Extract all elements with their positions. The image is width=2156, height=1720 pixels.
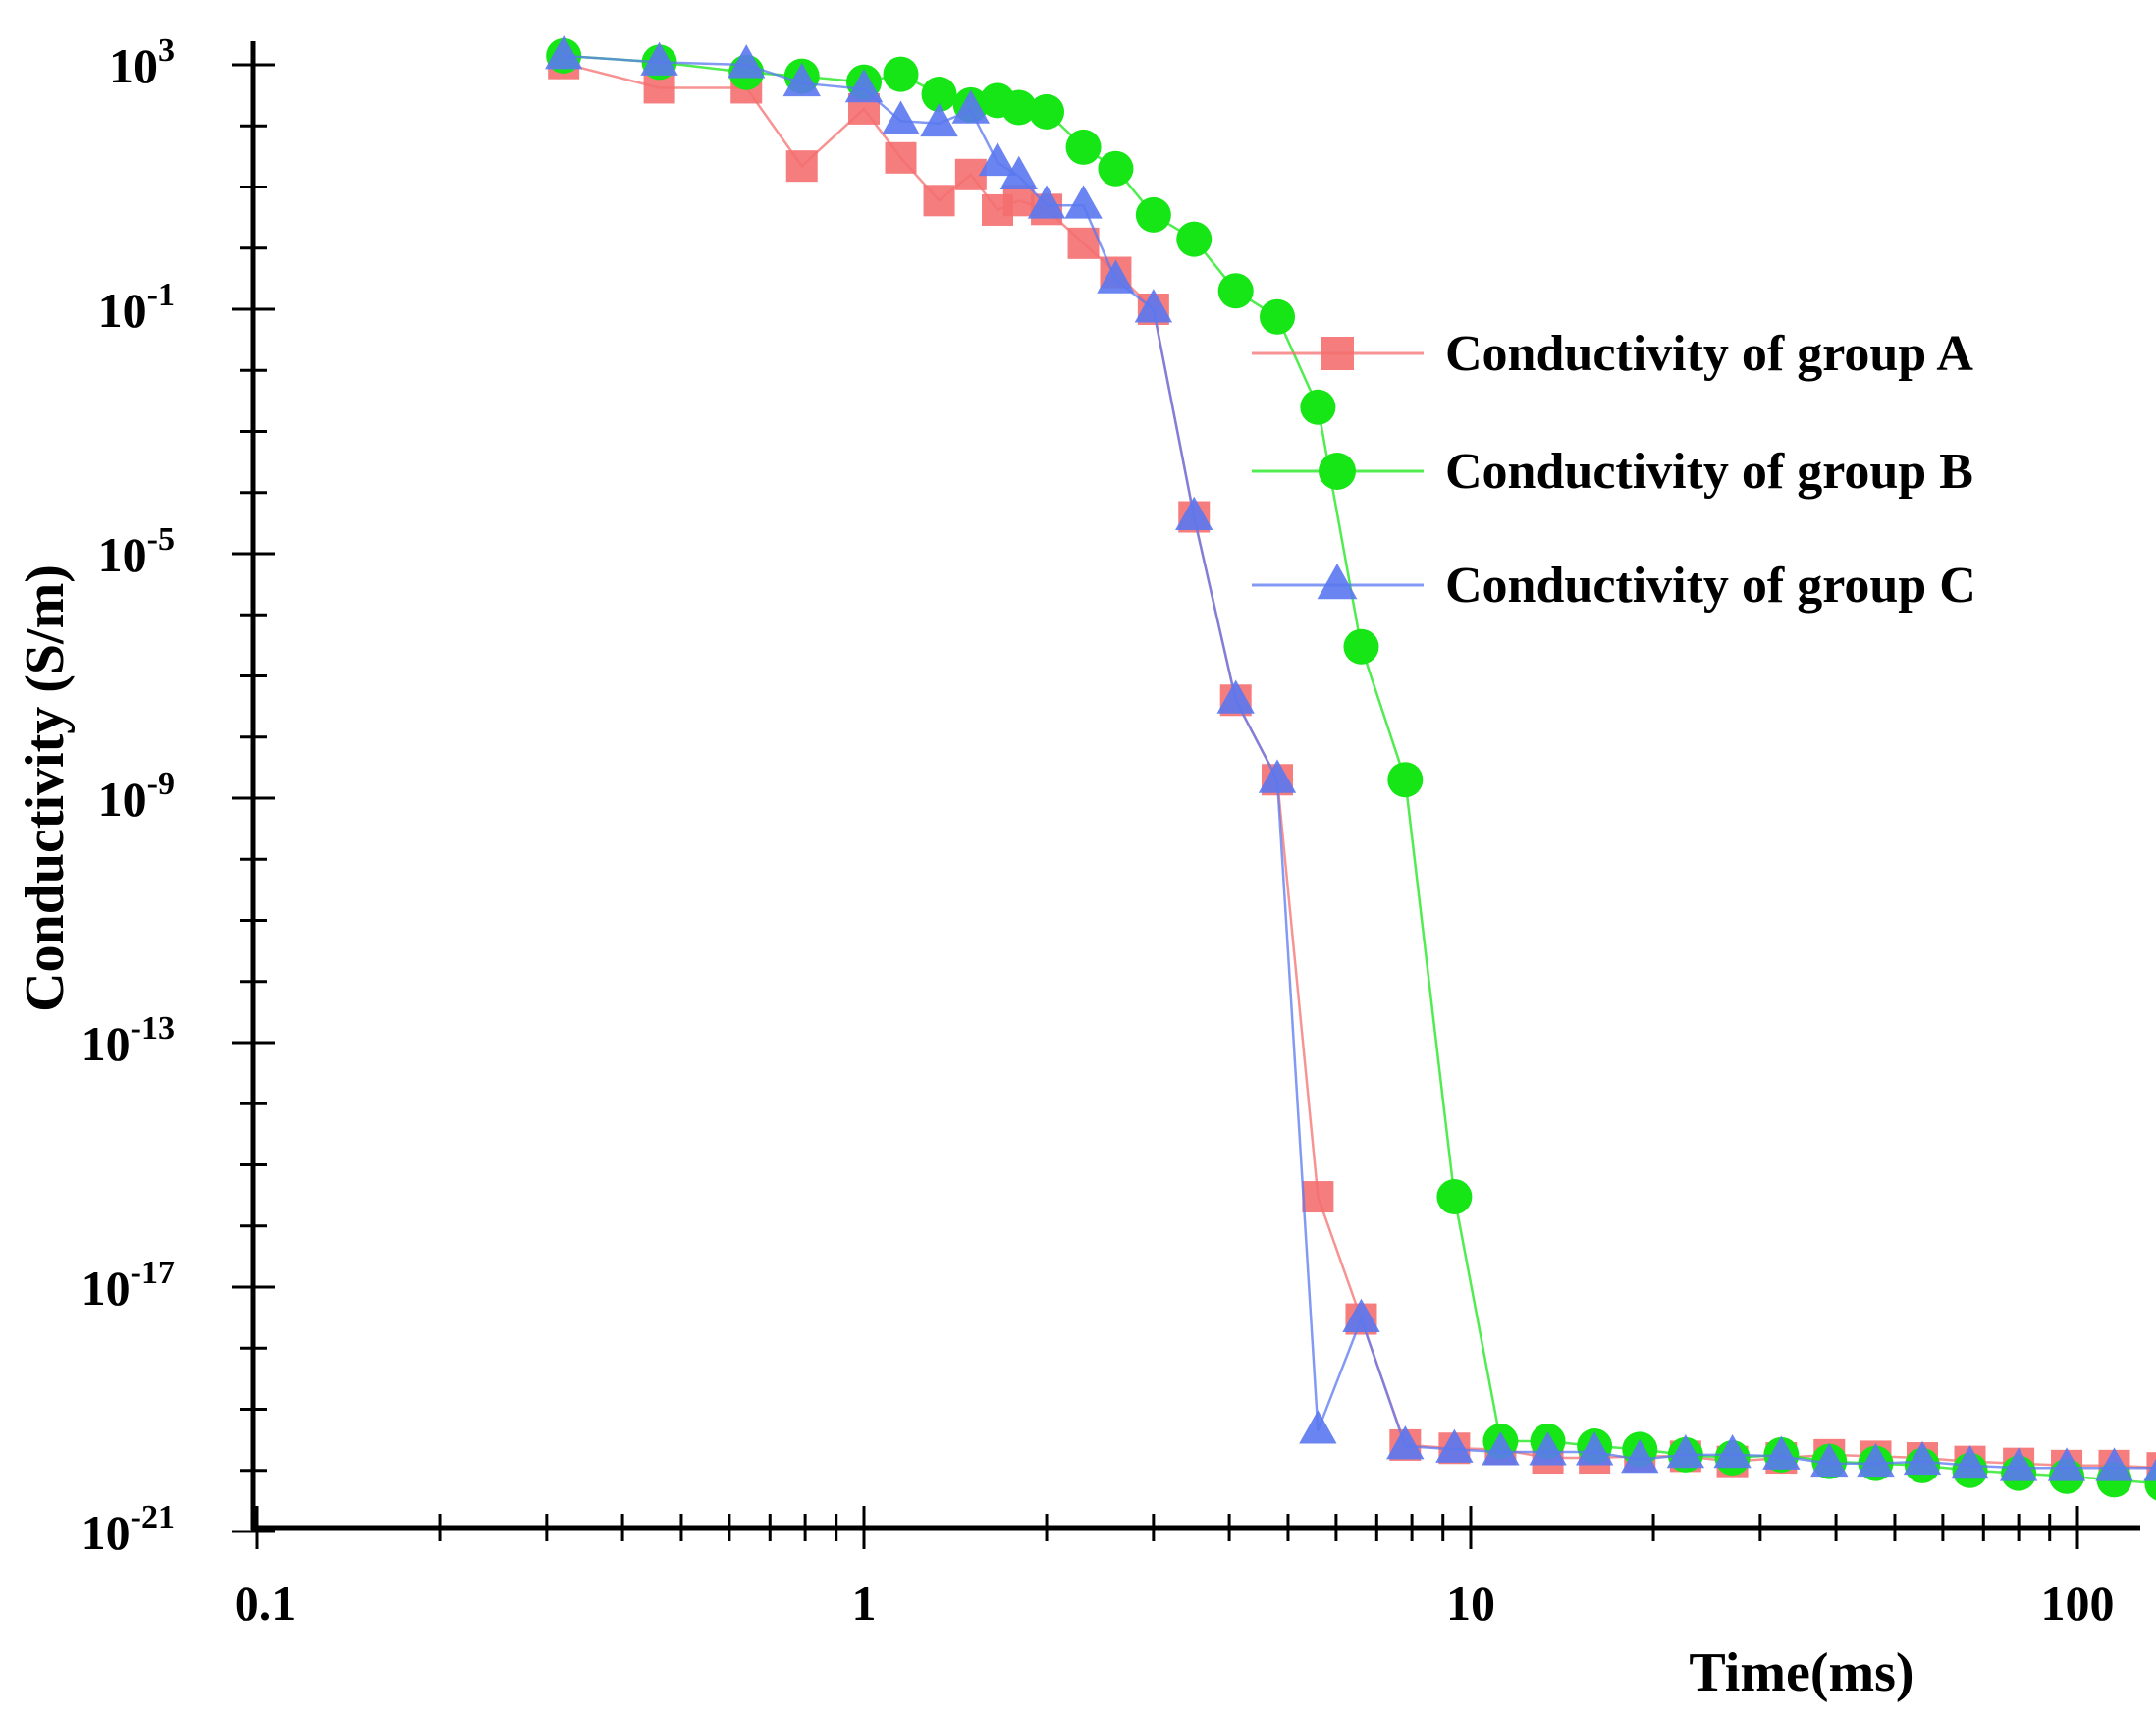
data-point [1666, 1434, 1705, 1469]
y-tick-label: 10-21 [81, 1499, 175, 1560]
legend-label: Conductivity of group B [1445, 444, 1973, 500]
data-point [1300, 389, 1336, 425]
data-point [1482, 1431, 1520, 1466]
data-point [978, 141, 1017, 177]
data-point [1903, 1440, 1942, 1476]
data-point [923, 185, 955, 217]
data-point [1387, 762, 1424, 798]
y-tick-label: 10-17 [81, 1255, 175, 1316]
y-tick-label: 10-1 [98, 277, 175, 338]
data-point [1002, 185, 1035, 217]
series-layer [544, 35, 2156, 1501]
x-tick-label: 1 [852, 1576, 877, 1631]
data-point [1065, 129, 1102, 165]
series-c [544, 35, 2156, 1481]
data-point [885, 141, 917, 174]
data-point [1175, 496, 1213, 530]
data-point [785, 150, 818, 183]
data-point [1097, 259, 1135, 294]
data-point [1216, 679, 1255, 714]
y-tick-label: 103 [109, 32, 175, 93]
data-point [1098, 150, 1134, 187]
x-axis-label: Time(ms) [1689, 1642, 1913, 1703]
y-tick-exponent: -21 [131, 1499, 175, 1535]
legend-item-a: Conductivity of group A [1252, 326, 1973, 382]
data-point [1134, 289, 1173, 323]
data-point [2047, 1447, 2086, 1481]
series-a [548, 47, 2156, 1484]
data-point [1575, 1431, 1614, 1466]
x-tick-label: 0.1 [235, 1576, 296, 1631]
legend-item-c: Conductivity of group C [1252, 558, 1976, 614]
data-point [920, 102, 958, 137]
legend-item-b: Conductivity of group B [1252, 444, 1973, 500]
legend-label: Conductivity of group C [1445, 558, 1976, 614]
data-point [1529, 1431, 1567, 1466]
data-point [544, 35, 583, 70]
data-point [1217, 273, 1254, 309]
x-tick-label: 100 [2041, 1576, 2115, 1631]
data-point [1067, 227, 1100, 259]
data-point [1176, 221, 1213, 257]
data-point [1302, 1181, 1334, 1213]
data-point [1999, 1447, 2038, 1481]
data-point [1064, 185, 1103, 219]
legend: Conductivity of group A Conductivity of g… [1252, 326, 1976, 614]
data-point [1135, 196, 1171, 233]
data-point [782, 62, 821, 97]
data-point [844, 68, 884, 103]
data-point [1621, 1438, 1659, 1474]
data-point [999, 155, 1038, 189]
data-point [1762, 1435, 1801, 1470]
series-line [564, 54, 2156, 1485]
legend-marker [1321, 337, 1354, 370]
y-tick-exponent: -1 [147, 277, 175, 313]
data-point [2143, 1458, 2156, 1481]
y-axis-label: Conductivity (S/m) [15, 564, 76, 1012]
data-point [1027, 185, 1066, 219]
legend-label: Conductivity of group A [1445, 326, 1973, 382]
series-line [564, 54, 2156, 1470]
data-point [1343, 628, 1379, 665]
y-tick-label: 10-9 [98, 766, 175, 827]
data-point [1342, 1298, 1380, 1332]
y-tick-exponent: 3 [158, 32, 175, 69]
legend-marker [1317, 563, 1358, 600]
data-point [882, 100, 920, 134]
data-point [1000, 89, 1037, 126]
data-point [951, 89, 991, 124]
x-tick-label: 10 [1446, 1576, 1495, 1631]
data-point [1435, 1428, 1474, 1463]
data-point [1299, 1410, 1337, 1444]
data-point [728, 44, 766, 79]
data-point [883, 56, 919, 92]
axes: 103 10-1 10-5 10-9 10-13 10-17 10-21 0.1 1 10 100 [81, 32, 2140, 1631]
legend-marker [1319, 453, 1356, 490]
y-tick-exponent: -13 [131, 1010, 175, 1047]
y-tick-label: 10-13 [81, 1010, 175, 1071]
data-point [1386, 1425, 1425, 1460]
data-point [1951, 1444, 1989, 1479]
data-point [1260, 298, 1296, 335]
data-point [2095, 1447, 2133, 1481]
data-point [1857, 1442, 1895, 1478]
y-tick-exponent: -17 [131, 1255, 175, 1291]
data-point [921, 76, 957, 112]
y-tick-exponent: -9 [147, 766, 175, 802]
data-point [1810, 1442, 1849, 1478]
data-point [1713, 1434, 1752, 1469]
data-point [1258, 759, 1297, 793]
data-point [640, 41, 678, 76]
y-tick-exponent: -5 [147, 521, 175, 558]
series-line [563, 62, 2156, 1470]
data-point [1029, 93, 1065, 130]
data-point [1436, 1179, 1473, 1215]
y-tick-label: 10-5 [98, 521, 175, 582]
